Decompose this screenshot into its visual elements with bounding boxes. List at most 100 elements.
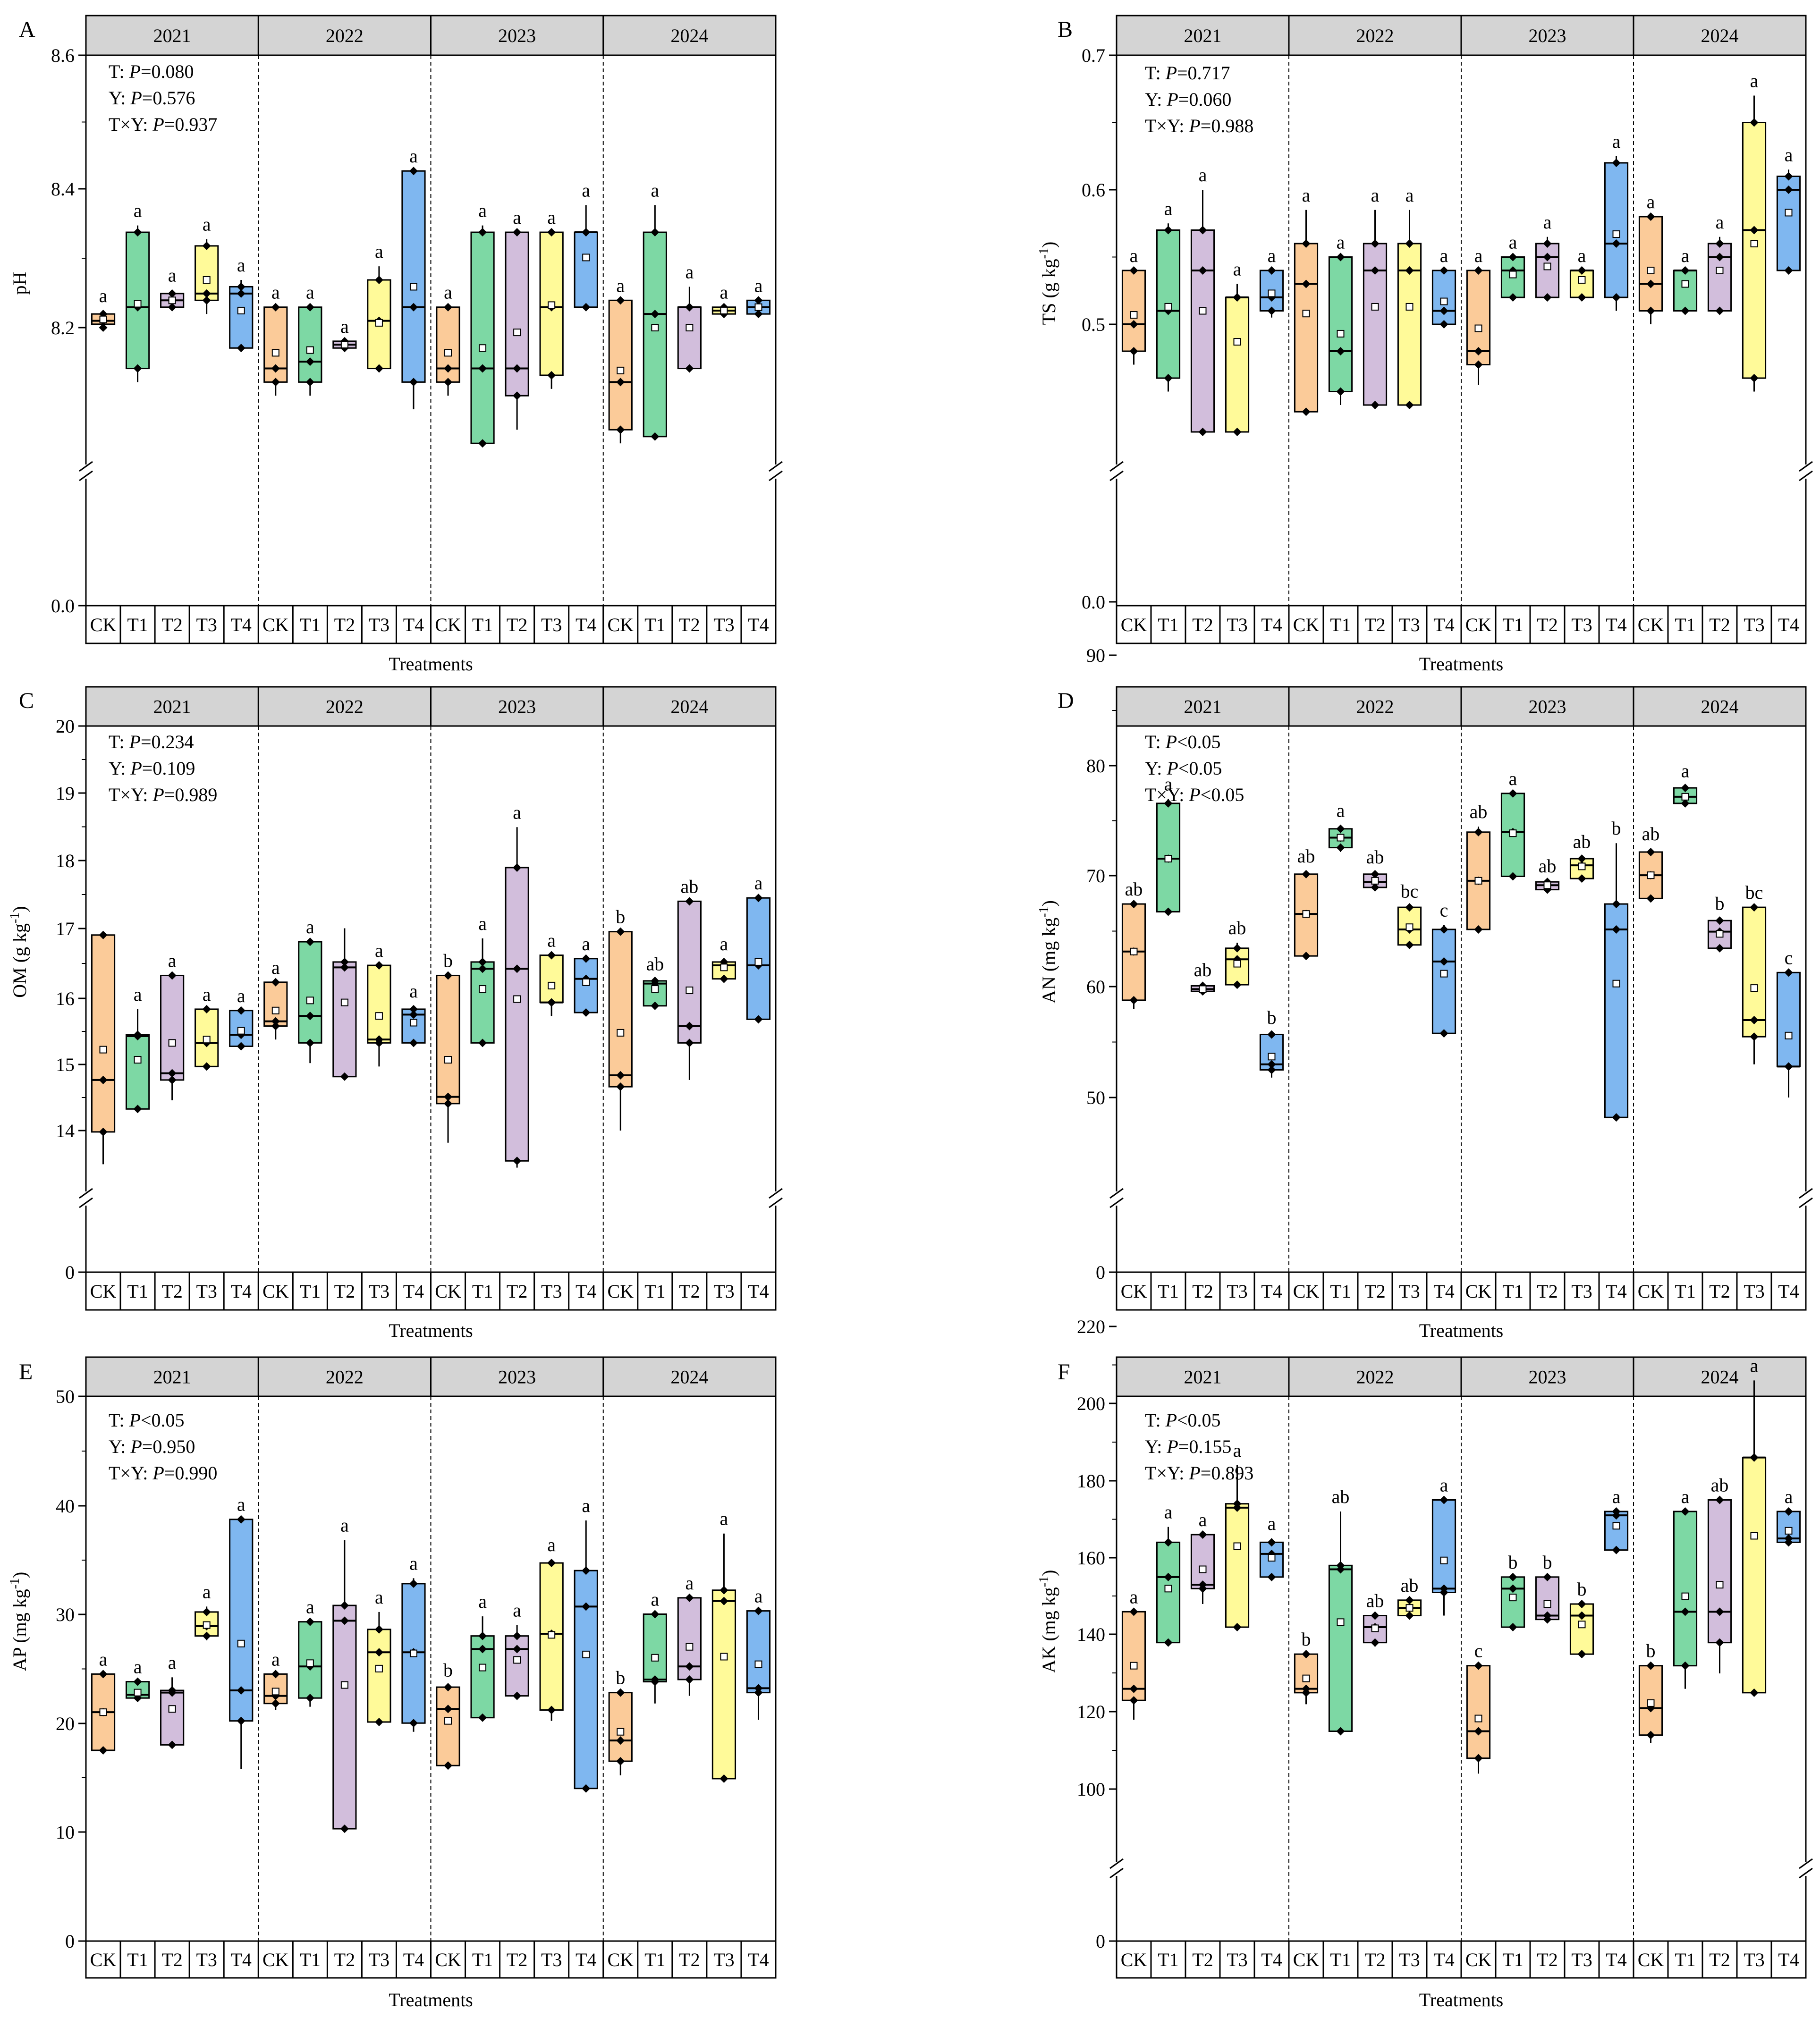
mean-marker xyxy=(1509,270,1517,279)
mean-marker xyxy=(479,985,487,993)
mean-marker xyxy=(513,1656,521,1664)
y-tick-label: 50 xyxy=(56,1386,75,1407)
box-body xyxy=(1707,1499,1732,1644)
stat-line: T: P<0.05 xyxy=(1145,1410,1221,1431)
significance-letter: a xyxy=(1750,1355,1759,1376)
box-2024-T2: b xyxy=(1707,893,1732,953)
box-2021-CK: ab xyxy=(1121,878,1146,1009)
data-point xyxy=(616,1688,625,1697)
data-point xyxy=(616,425,625,434)
box-2021-T1: a xyxy=(125,200,150,382)
year-label-2021: 2021 xyxy=(1184,25,1222,46)
stat-label: Y: xyxy=(1145,89,1167,110)
y-axis-label-sup: -1 xyxy=(1037,906,1051,917)
data-point xyxy=(168,303,177,312)
mean-marker xyxy=(582,978,590,986)
data-point xyxy=(1612,293,1621,302)
box-body xyxy=(470,231,495,444)
data-point xyxy=(582,1008,591,1017)
stat-p-value: =0.990 xyxy=(164,1462,218,1484)
mean-marker xyxy=(1440,1556,1448,1564)
mean-marker xyxy=(651,324,659,331)
box-2024-T2: ab xyxy=(1707,1475,1732,1673)
axis-break-mark xyxy=(79,461,93,472)
data-point xyxy=(616,927,625,936)
y-tick-label: 18 xyxy=(56,850,75,871)
data-point xyxy=(685,1039,694,1047)
treatment-label-T2: T2 xyxy=(679,1949,700,1970)
axis-break-mark xyxy=(1799,1867,1813,1879)
data-point xyxy=(685,1675,694,1684)
y-tick-label: 19 xyxy=(56,783,75,804)
y-axis-label-end: ) xyxy=(1038,1570,1059,1576)
treatment-label-T4: T4 xyxy=(748,614,769,635)
box-2022-T4: a xyxy=(401,145,426,410)
significance-letter: b xyxy=(616,906,625,928)
significance-letter: a xyxy=(1440,245,1448,266)
mean-marker xyxy=(1371,1624,1379,1632)
data-point xyxy=(1164,907,1173,916)
significance-letter: a xyxy=(271,282,280,303)
significance-letter: b xyxy=(443,1659,453,1680)
stat-line: Y: P=0.576 xyxy=(109,87,195,109)
mean-marker xyxy=(134,300,142,308)
treatment-label-T4: T4 xyxy=(231,1281,252,1302)
box-body xyxy=(505,867,529,1162)
data-point xyxy=(1439,925,1448,934)
significance-letter: ab xyxy=(1539,855,1557,877)
stat-line: T: P=0.234 xyxy=(109,731,194,752)
data-point xyxy=(754,1684,763,1693)
box-body xyxy=(125,1034,150,1110)
year-label-2024: 2024 xyxy=(670,1367,708,1388)
data-point xyxy=(685,1662,694,1671)
mean-marker xyxy=(1302,1674,1310,1682)
mean-marker xyxy=(1785,1527,1793,1535)
box-2022-CK: a xyxy=(263,1648,288,1710)
stat-p-value: <0.05 xyxy=(141,1410,185,1431)
mean-marker xyxy=(1130,1662,1138,1670)
y-tick-label: 70 xyxy=(1086,865,1105,887)
treatment-label-T1: T1 xyxy=(1330,614,1351,635)
box-2023-T4: b xyxy=(1604,818,1629,1122)
y-tick-label: 90 xyxy=(1086,645,1105,666)
data-point xyxy=(582,1784,591,1793)
data-point xyxy=(651,432,660,441)
mean-marker xyxy=(1164,1585,1172,1593)
stat-p-value: <0.05 xyxy=(1177,1410,1221,1431)
treatment-label-T1: T1 xyxy=(1158,1949,1178,1970)
treatment-label-CK: CK xyxy=(1465,1949,1492,1970)
stat-p-symbol: P xyxy=(130,1436,142,1457)
data-point xyxy=(1784,186,1793,194)
treatment-label-T3: T3 xyxy=(1571,1281,1592,1302)
mean-marker xyxy=(1130,947,1138,955)
x-axis-label: Treatments xyxy=(1419,653,1504,675)
data-point xyxy=(651,1675,660,1684)
data-point xyxy=(720,1774,728,1783)
data-point xyxy=(685,364,694,373)
data-point xyxy=(1612,1507,1621,1516)
data-point xyxy=(1750,903,1759,912)
treatment-label-T4: T4 xyxy=(1261,1281,1282,1302)
significance-letter: b xyxy=(1612,818,1621,839)
significance-letter: a xyxy=(1681,245,1690,266)
box-2024-T4: a xyxy=(746,275,771,319)
treatment-label-T1: T1 xyxy=(1675,1949,1695,1970)
box-2023-T3: ab xyxy=(1569,831,1594,883)
data-point xyxy=(1164,226,1173,235)
mean-marker xyxy=(1199,307,1207,315)
data-point xyxy=(237,1515,245,1524)
y-axis-label-text: AK (mg kg xyxy=(1038,1587,1059,1673)
data-point xyxy=(305,357,314,366)
significance-letter: a xyxy=(1233,259,1242,280)
mean-marker xyxy=(686,986,694,994)
treatment-label-CK: CK xyxy=(1465,614,1492,635)
y-axis-label-sup: -1 xyxy=(8,912,22,923)
data-point xyxy=(1439,1495,1448,1504)
data-point xyxy=(1681,799,1690,808)
box-2024-T1: ab xyxy=(643,954,667,1010)
data-point xyxy=(340,963,349,972)
panel-letter: F xyxy=(1058,1359,1070,1385)
year-label-2021: 2021 xyxy=(1184,696,1222,718)
mean-marker xyxy=(409,283,417,291)
box-body xyxy=(1466,1665,1491,1759)
